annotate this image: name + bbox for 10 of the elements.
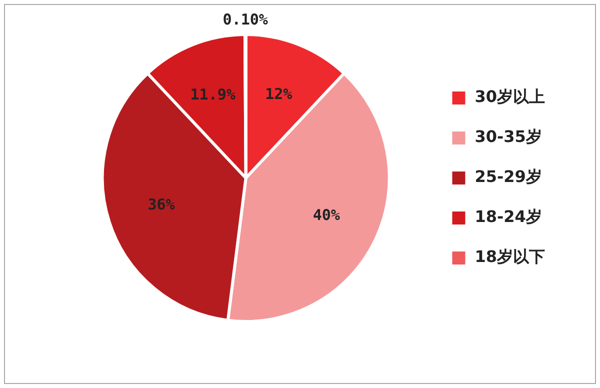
data-label: 36% (148, 195, 175, 214)
data-label: 40% (312, 206, 340, 224)
data-label: 11.9% (190, 85, 236, 104)
legend-label: 25-29岁 (474, 167, 542, 186)
legend-label: 30岁以上 (474, 87, 545, 106)
data-label: 12% (265, 85, 292, 104)
legend-label: 30-35岁 (474, 127, 542, 146)
legend-label: 18岁以下 (474, 247, 545, 266)
data-label: 0.10% (222, 10, 268, 28)
legend-label: 18-24岁 (474, 207, 542, 226)
